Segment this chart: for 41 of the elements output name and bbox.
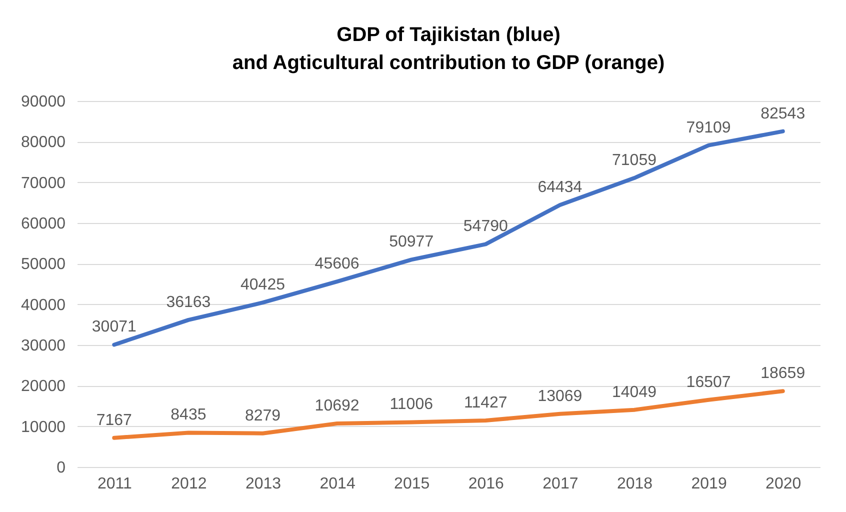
data-label: 82543 (760, 105, 806, 122)
data-label: 50977 (389, 234, 434, 251)
data-label: 79109 (686, 119, 731, 136)
data-label: 54790 (463, 218, 508, 236)
x-tick-label: 2013 (245, 476, 282, 492)
y-tick-label: 20000 (21, 378, 66, 396)
x-tick-label: 2016 (468, 476, 504, 492)
data-label: 71059 (612, 152, 657, 170)
y-tick-label: 60000 (21, 216, 66, 232)
x-tick-label: 2014 (320, 476, 356, 492)
y-tick-label: 80000 (21, 134, 66, 152)
data-label: 45606 (314, 256, 360, 273)
y-tick-label: 90000 (21, 94, 66, 110)
data-label: 30071 (92, 318, 136, 336)
y-tick-label: 70000 (21, 174, 66, 192)
y-tick-label: 50000 (21, 256, 66, 274)
data-label: 36163 (166, 294, 211, 311)
data-label: 8279 (244, 407, 281, 424)
x-tick-label: 2018 (616, 476, 653, 492)
y-tick-label: 40000 (21, 296, 66, 314)
data-label: 10692 (314, 398, 360, 415)
x-tick-label: 2017 (542, 476, 578, 492)
data-label: 11006 (390, 396, 434, 414)
data-label: 64434 (538, 178, 582, 196)
data-label: 11427 (464, 394, 508, 412)
x-tick-label: 2012 (171, 476, 207, 492)
data-label: 13069 (538, 388, 582, 405)
y-tick-label: 0 (56, 460, 66, 476)
y-tick-label: 30000 (21, 338, 66, 354)
data-label: 8435 (170, 406, 206, 424)
x-tick-label: 2020 (766, 476, 802, 492)
y-tick-label: 10000 (21, 418, 66, 436)
data-label: 14049 (612, 384, 657, 401)
chart-title: GDP of Tajikistan (blue) and Agticultural contribution to GDP (orange) (232, 24, 665, 74)
x-tick-label: 2019 (691, 476, 727, 492)
x-tick-label: 2011 (97, 476, 132, 492)
data-label: 16507 (686, 374, 731, 391)
data-label: 40425 (240, 276, 286, 294)
x-tick-label: 2015 (394, 476, 430, 492)
data-label: 7167 (96, 412, 132, 429)
data-label: 18659 (760, 365, 806, 382)
